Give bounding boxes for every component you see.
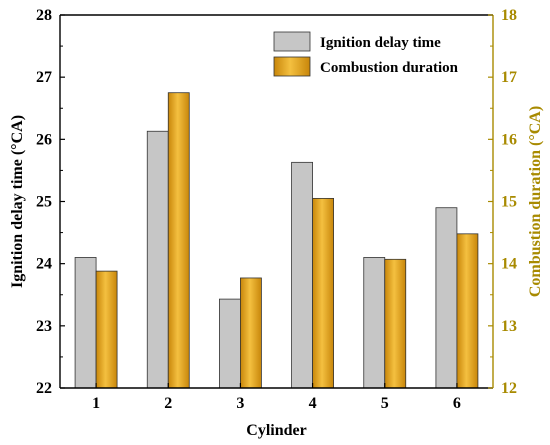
x-tick-label: 2 [164,395,172,412]
left-tick-label: 23 [36,318,52,335]
left-tick-label: 27 [36,69,52,86]
left-tick-label: 28 [36,7,52,24]
x-tick-label: 6 [453,395,461,412]
ignition-delay-bar [75,257,96,388]
right-tick-label: 18 [501,7,517,24]
right-tick-label: 15 [501,194,517,211]
combustion-duration-bar [168,93,189,388]
right-tick-label: 17 [501,69,517,86]
x-tick-label: 5 [381,395,389,412]
bars-layer [75,93,478,388]
right-tick-label: 13 [501,318,517,335]
left-tick-label: 22 [36,380,52,397]
right-tick-label: 12 [501,380,517,397]
combustion-duration-bar [385,259,406,388]
combustion-duration-bar [240,278,261,388]
legend-label-ignition: Ignition delay time [320,35,441,51]
left-axis-title: Ignition delay time (°CA) [9,115,26,288]
x-tick-label: 1 [92,395,100,412]
left-tick-label: 24 [36,256,52,273]
legend: Ignition delay time Combustion duration [274,32,459,76]
right-axis-title: Combustion duration (°CA) [527,106,544,297]
ignition-delay-bar [147,131,168,388]
combustion-duration-bar [313,198,334,388]
left-tick-label: 25 [36,194,52,211]
right-tick-label: 16 [501,131,517,148]
legend-swatch-combustion [274,57,310,76]
ignition-delay-bar [364,257,385,388]
x-axis-title: Cylinder [246,422,306,439]
legend-label-combustion: Combustion duration [320,60,459,76]
left-tick-label: 26 [36,131,52,148]
combustion-duration-bar [96,271,117,388]
x-tick-label: 3 [236,395,244,412]
ignition-delay-bar [219,299,240,388]
combustion-duration-bar [457,234,478,388]
ignition-delay-bar [436,208,457,388]
ignition-delay-bar [292,162,313,388]
x-tick-label: 4 [309,395,317,412]
legend-swatch-ignition [274,32,310,51]
right-tick-label: 14 [501,256,517,273]
